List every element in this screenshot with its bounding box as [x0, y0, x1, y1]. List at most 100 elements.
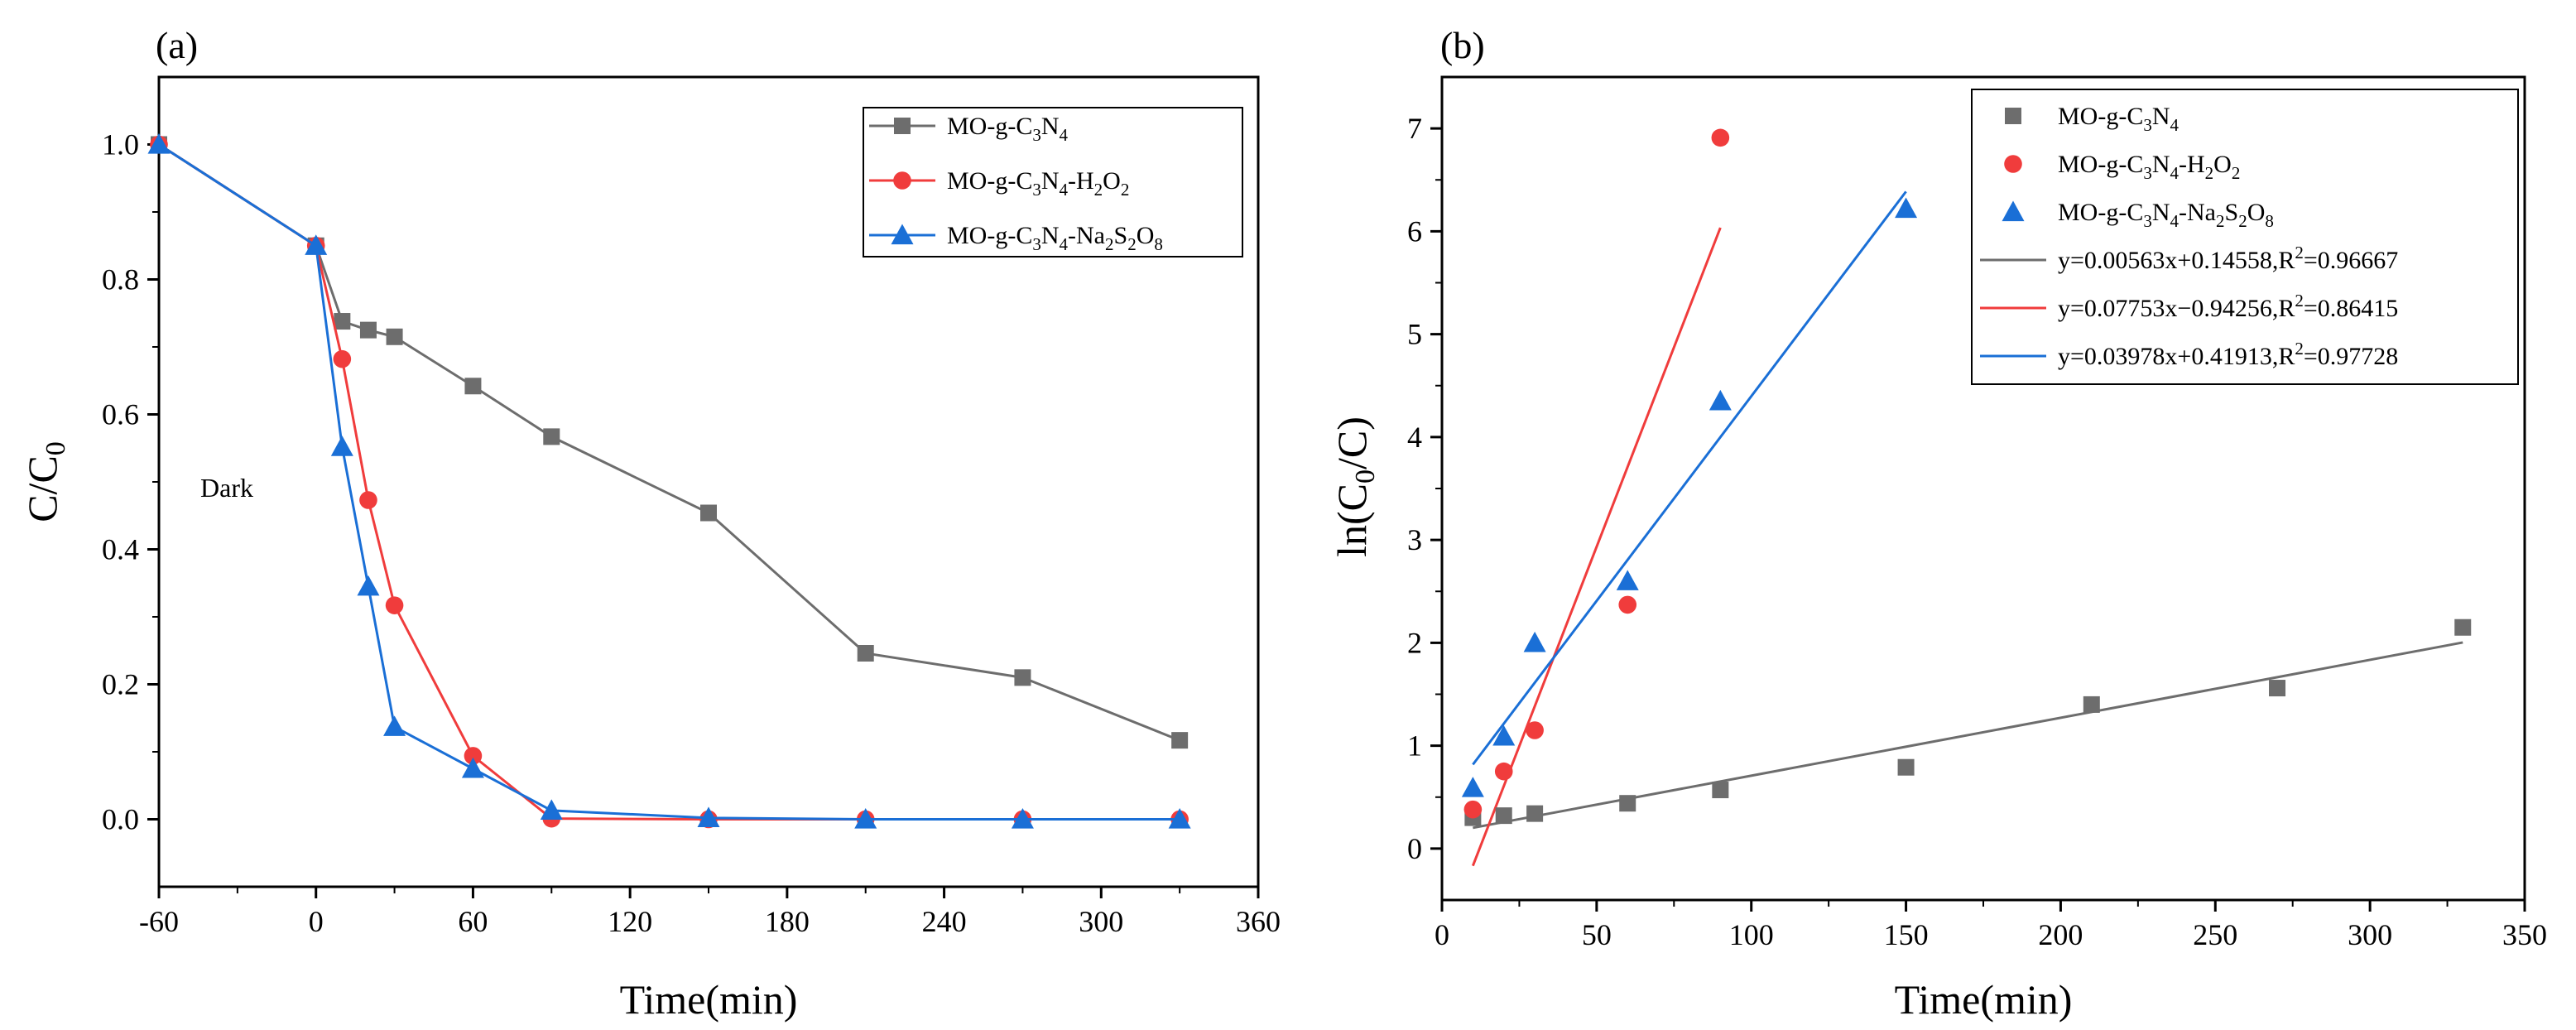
data-point: [386, 328, 403, 345]
data-point: [330, 436, 353, 456]
x-tick-label: 240: [922, 905, 967, 938]
legend-item-2: MO-g-C3N4-Na2S2O8: [2002, 199, 2274, 231]
series-0: [1464, 618, 2472, 826]
legend-item-0: MO-g-C3N4: [2005, 103, 2180, 135]
x-tick-label: 360: [1236, 905, 1281, 938]
x-tick-label: 60: [458, 905, 488, 938]
data-point: [1897, 758, 1915, 776]
panel-a-y-ticks: 0.0 0.2 0.4 0.6 0.8 1.0: [102, 128, 159, 836]
y-tick-label: 0.6: [102, 398, 139, 431]
series-2: [1461, 197, 1918, 797]
panel-b-y-axis-label: ln(C0/C): [1329, 416, 1381, 557]
data-point: [697, 806, 720, 827]
x-tick-label: 0: [309, 905, 324, 938]
x-tick-label: 300: [2348, 918, 2392, 951]
x-tick-label: 180: [765, 905, 810, 938]
data-point: [359, 491, 377, 509]
y-tick-label: 5: [1407, 318, 1422, 351]
y-tick-label: 0.4: [102, 533, 139, 566]
data-point: [854, 808, 877, 829]
series-1: [1463, 128, 1730, 819]
legend-label: MO-g-C3N4: [947, 113, 1069, 145]
data-point: [857, 645, 874, 662]
x-tick-label: 150: [1884, 918, 1929, 951]
data-point: [1011, 808, 1034, 829]
dark-annotation: Dark: [200, 473, 253, 503]
data-point: [1526, 805, 1544, 822]
data-point: [385, 596, 404, 614]
x-tick-label: 250: [2193, 918, 2237, 951]
data-point: [1616, 570, 1639, 590]
legend-label: MO-g-C3N4-Na2S2O8: [2058, 199, 2274, 231]
data-point: [1523, 631, 1546, 652]
panel-b: (b) 0 50 100 150 200 250 300 350 0 1 2 3 4 5 6 7 Time(…: [1329, 24, 2547, 1023]
data-point: [1619, 795, 1636, 812]
panel-a-label: (a): [156, 24, 198, 66]
legend-label: MO-g-C3N4-H2O2: [2058, 151, 2240, 183]
panel-b-legend: MO-g-C3N4 MO-g-C3N4-H2O2 MO-g-C3N4-Na2S2O8…: [1971, 89, 2519, 385]
data-point: [464, 378, 482, 395]
legend-item-0: MO-g-C3N4: [869, 113, 1069, 145]
data-point: [1895, 197, 1918, 219]
data-point: [147, 133, 171, 154]
panel-b-series: [1461, 128, 2472, 826]
panel-b-x-ticks: 0 50 100 150 200 250 300 350: [1435, 900, 2547, 951]
x-tick-label: 0: [1435, 918, 1449, 951]
x-tick-label: 100: [1729, 918, 1774, 951]
panel-a-y-axis-label: C/C0: [19, 441, 71, 522]
panel-a-legend-box: [863, 107, 1243, 258]
data-point: [1171, 732, 1189, 749]
data-point: [357, 575, 380, 596]
panel-b-y-ticks: 0 1 2 3 4 5 6 7: [1407, 112, 1442, 865]
panel-a: (a) -60 0 60 120 180 240 300 360 0.00.20.40.60.…: [19, 24, 1281, 1023]
data-point: [383, 715, 406, 736]
legend-fit-label: y=0.03978x+0.41913,R2=0.97728: [2058, 339, 2398, 370]
data-point: [1618, 595, 1637, 614]
panel-a-x-ticks: -60 0 60 120 180 240 300 360: [139, 887, 1281, 938]
y-tick-label: 7: [1407, 112, 1422, 145]
data-point: [1492, 724, 1516, 746]
data-point: [1168, 808, 1191, 829]
data-point: [1014, 669, 1031, 686]
data-point: [2454, 618, 2472, 636]
legend-marker: [891, 224, 914, 245]
panel-b-x-axis-label: Time(min): [1895, 976, 2073, 1023]
legend-marker: [894, 118, 911, 134]
x-tick-label: 50: [1582, 918, 1612, 951]
data-point: [305, 234, 328, 255]
x-tick-label: -60: [139, 905, 179, 938]
data-point: [1526, 721, 1544, 739]
x-tick-label: 120: [608, 905, 652, 938]
panel-a-series: [147, 133, 1191, 829]
panel-b-label: (b): [1440, 24, 1485, 66]
y-tick-label: 6: [1407, 214, 1422, 248]
legend-marker: [2005, 108, 2021, 124]
data-point: [1711, 128, 1730, 147]
legend-marker: [2002, 200, 2025, 222]
data-point: [334, 313, 351, 330]
panel-a-x-axis-label: Time(min): [620, 976, 798, 1023]
legend-item-2: MO-g-C3N4-Na2S2O8: [869, 222, 1163, 254]
data-point: [333, 349, 352, 368]
y-tick-label: 2: [1407, 626, 1422, 659]
data-point: [2083, 695, 2100, 713]
panel-b-fit-lines: [1471, 190, 2463, 867]
data-point: [1495, 807, 1512, 825]
data-point: [1709, 389, 1732, 411]
legend-label: MO-g-C3N4-H2O2: [947, 167, 1129, 200]
data-point: [461, 757, 484, 778]
legend-marker: [893, 171, 911, 190]
data-point: [543, 428, 560, 445]
x-tick-label: 350: [2502, 918, 2547, 951]
y-tick-label: 1: [1407, 729, 1422, 763]
legend-fit-2: y=0.03978x+0.41913,R2=0.97728: [1980, 339, 2398, 370]
data-point: [2269, 680, 2286, 697]
legend-item-1: MO-g-C3N4-H2O2: [869, 167, 1129, 200]
x-tick-label: 200: [2038, 918, 2083, 951]
data-point: [359, 321, 377, 339]
data-point: [1712, 782, 1729, 799]
y-tick-label: 3: [1407, 523, 1422, 556]
data-point: [464, 747, 483, 765]
legend-item-1: MO-g-C3N4-H2O2: [2004, 151, 2240, 183]
